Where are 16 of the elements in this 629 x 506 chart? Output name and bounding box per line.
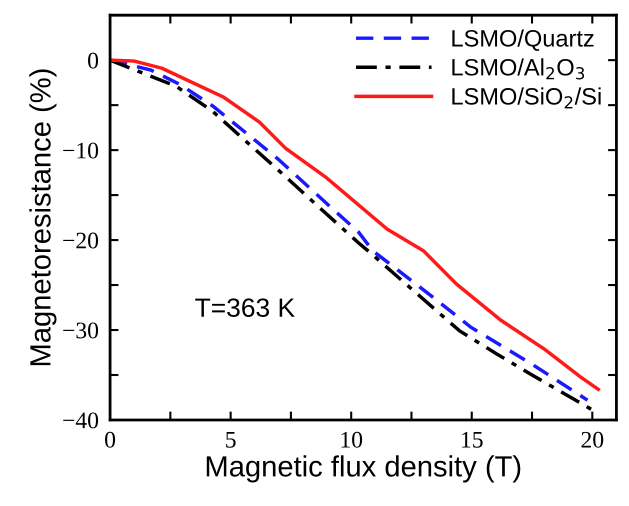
x-tick-label: 20 [582,432,604,448]
legend-label: LSMO/SiO$_{2}$/Si [452,87,601,108]
y-tick-label: −10 [63,142,98,159]
y-tick-label: −30 [63,322,98,338]
legend-label: LSMO/Quartz [452,29,594,51]
y-tick-label: −20 [63,232,98,248]
x-tick-label: 0 [105,432,116,448]
x-tick-label: 15 [462,432,483,448]
x-tick-label: 5 [226,432,236,448]
annotation: T=363 K [195,298,295,318]
y-tick-label: 0 [88,52,98,69]
y-axis-title: Magnetoresistance (%) [29,69,56,366]
legend-label: LSMO/Al$_{2}$O$_{3}$ [452,58,584,80]
x-tick-label: 10 [341,432,362,448]
x-axis-title: Magnetic flux density (T) [206,455,520,482]
y-tick-label: −40 [63,412,98,428]
